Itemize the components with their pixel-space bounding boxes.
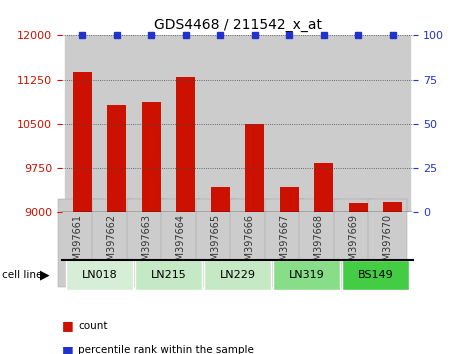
Bar [272, 35, 306, 212]
Bar [383, 202, 402, 212]
Bar [65, 35, 100, 212]
Bar [204, 260, 271, 290]
Bar [280, 187, 299, 212]
Bar [211, 187, 230, 212]
Bar [245, 124, 264, 212]
Bar [142, 102, 161, 212]
Text: LN229: LN229 [219, 270, 256, 280]
Bar [169, 35, 203, 212]
Bar [375, 35, 410, 212]
Text: ■: ■ [62, 319, 74, 332]
Bar [73, 72, 92, 212]
Bar [176, 77, 195, 212]
Bar [66, 260, 133, 290]
Text: ▶: ▶ [40, 269, 50, 282]
Text: cell line: cell line [2, 270, 43, 280]
Text: BS149: BS149 [358, 270, 393, 280]
Text: LN319: LN319 [288, 270, 324, 280]
Bar [314, 163, 333, 212]
Bar [134, 35, 169, 212]
Text: percentile rank within the sample: percentile rank within the sample [78, 346, 254, 354]
Text: LN215: LN215 [151, 270, 187, 280]
Bar [273, 260, 340, 290]
Title: GDS4468 / 211542_x_at: GDS4468 / 211542_x_at [153, 18, 322, 32]
Text: count: count [78, 321, 108, 331]
Text: ■: ■ [62, 344, 74, 354]
Bar [238, 35, 272, 212]
Bar [107, 105, 126, 212]
Bar [349, 203, 368, 212]
Text: LN018: LN018 [82, 270, 117, 280]
Bar [203, 35, 238, 212]
Bar [306, 35, 341, 212]
Bar [342, 260, 409, 290]
Bar [341, 35, 375, 212]
Bar [135, 260, 202, 290]
Bar [100, 35, 134, 212]
